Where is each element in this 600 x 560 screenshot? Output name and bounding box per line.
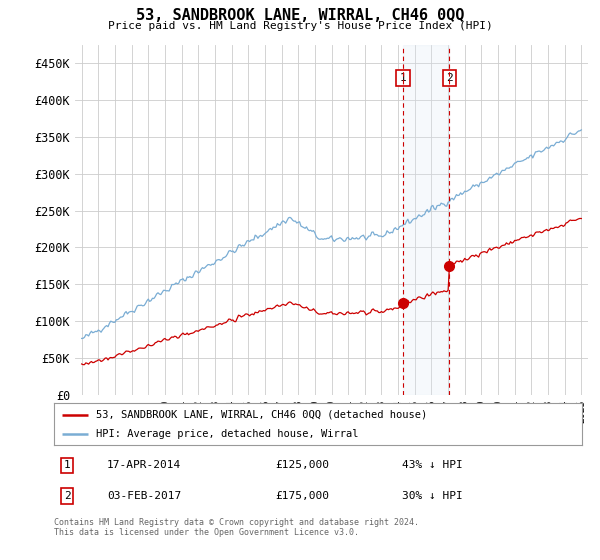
- Text: 53, SANDBROOK LANE, WIRRAL, CH46 0QQ (detached house): 53, SANDBROOK LANE, WIRRAL, CH46 0QQ (de…: [96, 409, 427, 419]
- Text: Contains HM Land Registry data © Crown copyright and database right 2024.
This d: Contains HM Land Registry data © Crown c…: [54, 518, 419, 538]
- Text: £125,000: £125,000: [276, 460, 330, 470]
- Text: 1: 1: [400, 73, 406, 83]
- Text: Price paid vs. HM Land Registry's House Price Index (HPI): Price paid vs. HM Land Registry's House …: [107, 21, 493, 31]
- Text: 2: 2: [446, 73, 453, 83]
- Text: 03-FEB-2017: 03-FEB-2017: [107, 491, 181, 501]
- Text: 43% ↓ HPI: 43% ↓ HPI: [403, 460, 463, 470]
- Text: HPI: Average price, detached house, Wirral: HPI: Average price, detached house, Wirr…: [96, 429, 359, 439]
- Text: £175,000: £175,000: [276, 491, 330, 501]
- Text: 53, SANDBROOK LANE, WIRRAL, CH46 0QQ: 53, SANDBROOK LANE, WIRRAL, CH46 0QQ: [136, 8, 464, 24]
- Bar: [403, 45, 449, 395]
- Text: 1: 1: [64, 460, 71, 470]
- Text: 2: 2: [64, 491, 71, 501]
- Text: 30% ↓ HPI: 30% ↓ HPI: [403, 491, 463, 501]
- Text: 17-APR-2014: 17-APR-2014: [107, 460, 181, 470]
